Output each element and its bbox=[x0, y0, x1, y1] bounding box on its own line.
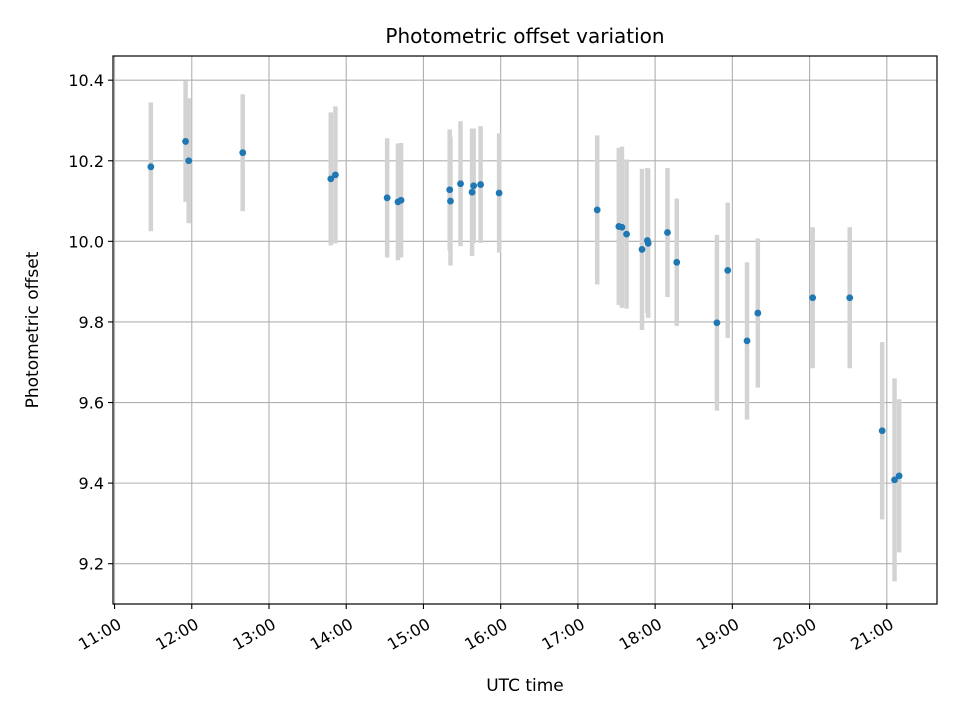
data-point bbox=[623, 230, 630, 238]
y-tick-label: 9.2 bbox=[79, 555, 104, 574]
data-point bbox=[185, 157, 193, 165]
data-point bbox=[477, 181, 484, 188]
data-points bbox=[147, 138, 903, 484]
data-point bbox=[446, 186, 454, 194]
data-point bbox=[638, 246, 646, 253]
data-point bbox=[754, 309, 762, 317]
data-point bbox=[182, 138, 189, 145]
data-point bbox=[397, 196, 405, 204]
data-point bbox=[878, 427, 886, 435]
y-tick-label: 9.8 bbox=[79, 313, 104, 332]
data-point bbox=[457, 180, 464, 188]
y-tick-label: 9.4 bbox=[79, 474, 104, 493]
data-point bbox=[724, 266, 732, 274]
data-point bbox=[846, 294, 854, 302]
data-point bbox=[891, 476, 898, 484]
y-axis-label: Photometric offset bbox=[23, 251, 43, 408]
data-point bbox=[895, 472, 903, 480]
data-point bbox=[447, 197, 454, 205]
data-point bbox=[147, 163, 155, 171]
data-point bbox=[327, 175, 335, 183]
y-tick-label: 10.2 bbox=[68, 152, 104, 171]
data-point bbox=[713, 319, 721, 327]
data-point bbox=[673, 258, 681, 266]
y-tick-label: 10.4 bbox=[68, 71, 104, 90]
data-point bbox=[383, 194, 391, 202]
y-axis-ticks: 9.2 9.4 9.6 9.8 10.0 10.2 10.4 bbox=[68, 71, 113, 574]
data-point bbox=[618, 223, 626, 231]
chart-title: Photometric offset variation bbox=[385, 24, 664, 48]
x-axis-label: UTC time bbox=[486, 676, 564, 696]
data-point bbox=[468, 188, 476, 196]
data-point bbox=[470, 182, 478, 190]
data-point bbox=[743, 337, 751, 345]
data-point bbox=[495, 189, 503, 197]
data-point bbox=[664, 229, 671, 236]
data-point bbox=[644, 239, 652, 247]
data-point bbox=[809, 294, 817, 302]
data-point bbox=[239, 149, 247, 157]
y-tick-label: 10.0 bbox=[68, 232, 104, 251]
data-point bbox=[332, 171, 339, 179]
data-point bbox=[593, 206, 601, 214]
plot-area bbox=[112, 55, 938, 605]
y-tick-label: 9.6 bbox=[79, 394, 104, 413]
